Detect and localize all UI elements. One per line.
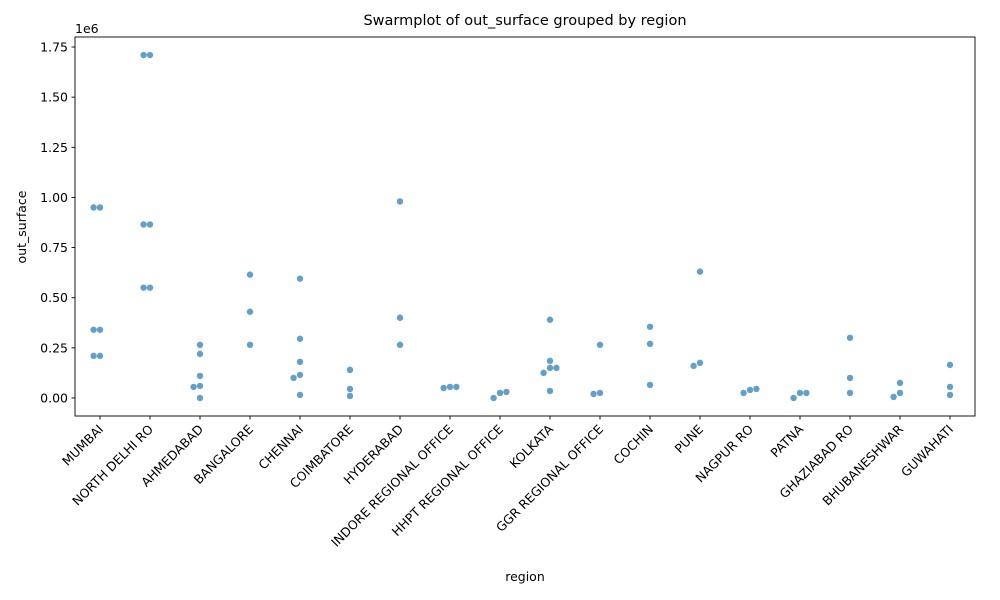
- data-point: [490, 394, 497, 402]
- data-point: [546, 364, 554, 372]
- data-point: [753, 385, 760, 393]
- data-point: [946, 391, 954, 399]
- data-point: [546, 316, 554, 323]
- y-tick-label: 0.75: [40, 240, 68, 255]
- data-point: [590, 390, 597, 398]
- chart-title: Swarmplot of out_surface grouped by regi…: [363, 13, 686, 29]
- y-tick-label: 0.00: [40, 390, 68, 405]
- y-axis: 0.00 0.25 0.50 0.75 1.00 1.25 1.50 1.75: [40, 40, 75, 405]
- plot-frame: [74, 36, 976, 417]
- data-point: [196, 394, 204, 402]
- data-point: [890, 393, 897, 401]
- data-point: [296, 371, 304, 379]
- data-point: [396, 341, 404, 349]
- data-point: [396, 198, 404, 205]
- data-point: [696, 359, 704, 367]
- data-point: [696, 268, 704, 275]
- data-point: [796, 389, 804, 397]
- data-point: [296, 335, 304, 342]
- data-point: [596, 341, 604, 349]
- data-point: [496, 389, 504, 397]
- data-point: [690, 362, 697, 370]
- data-point: [96, 326, 104, 333]
- data-point: [90, 326, 97, 333]
- data-points: [90, 51, 954, 402]
- data-point: [246, 308, 254, 315]
- x-tick-label: GUWAHATI: [898, 422, 956, 480]
- data-point: [296, 391, 304, 399]
- data-point: [346, 366, 354, 374]
- data-point: [646, 340, 654, 348]
- data-point: [440, 384, 447, 392]
- data-point: [646, 323, 654, 330]
- y-offset-text: 1e6: [75, 21, 99, 36]
- data-point: [503, 388, 510, 396]
- data-point: [146, 284, 154, 291]
- data-point: [146, 51, 154, 59]
- data-point: [190, 383, 197, 391]
- data-point: [296, 275, 304, 282]
- data-point: [346, 385, 354, 393]
- data-point: [140, 221, 147, 228]
- data-point: [140, 51, 147, 59]
- data-point: [290, 374, 297, 382]
- y-tick-label: 1.25: [40, 140, 68, 155]
- data-point: [846, 389, 854, 397]
- x-axis-label: region: [505, 569, 545, 584]
- data-point: [946, 361, 954, 369]
- x-tick-label: PUNE: [672, 421, 707, 456]
- data-point: [790, 394, 797, 402]
- y-tick-label: 1.75: [40, 40, 68, 55]
- data-point: [346, 392, 354, 400]
- y-tick-label: 0.50: [40, 290, 68, 305]
- data-point: [896, 379, 904, 387]
- x-tick-label: KOLKATA: [507, 421, 557, 471]
- data-point: [246, 341, 254, 349]
- data-point: [196, 382, 204, 390]
- data-point: [946, 383, 954, 391]
- data-point: [96, 352, 104, 360]
- data-point: [90, 204, 97, 211]
- data-point: [546, 387, 554, 395]
- y-tick-label: 1.50: [40, 90, 68, 105]
- data-point: [196, 350, 204, 358]
- data-point: [146, 221, 154, 228]
- data-point: [446, 383, 454, 391]
- x-tick-label: MUMBAI: [59, 422, 106, 469]
- data-point: [803, 389, 810, 397]
- data-point: [90, 352, 97, 360]
- data-point: [196, 372, 204, 380]
- y-axis-label: out_surface: [14, 190, 29, 263]
- data-point: [740, 389, 747, 397]
- x-tick-label: PATNA: [767, 421, 806, 460]
- y-tick-label: 1.00: [40, 190, 68, 205]
- data-point: [140, 284, 147, 291]
- data-point: [540, 369, 547, 377]
- data-point: [553, 364, 560, 372]
- data-point: [846, 334, 854, 341]
- data-point: [746, 386, 754, 394]
- data-point: [196, 341, 204, 349]
- y-tick-label: 0.25: [40, 340, 68, 355]
- data-point: [646, 381, 654, 389]
- data-point: [96, 204, 104, 211]
- data-point: [846, 374, 854, 382]
- data-point: [596, 389, 604, 397]
- x-tick-label: CHENNAI: [255, 422, 306, 473]
- x-tick-label: COCHIN: [610, 422, 656, 468]
- data-point: [453, 383, 460, 391]
- data-point: [546, 357, 554, 365]
- data-point: [246, 271, 254, 278]
- data-point: [396, 314, 404, 321]
- data-point: [296, 358, 304, 366]
- data-point: [896, 389, 904, 397]
